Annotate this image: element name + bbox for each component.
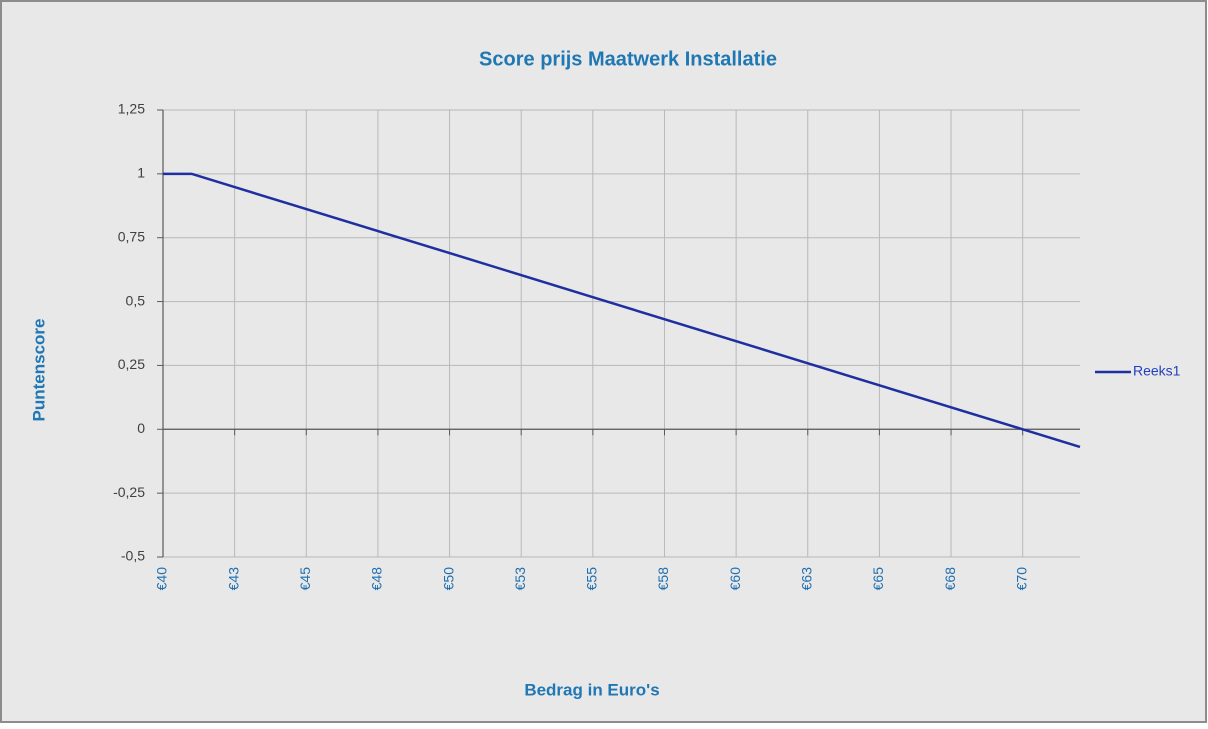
- x-tick-label: €53: [512, 567, 528, 591]
- x-tick-label: €58: [655, 567, 671, 591]
- y-tick-label: 0,75: [118, 228, 145, 244]
- x-tick-label: €63: [798, 567, 814, 591]
- y-tick-label: -0,5: [121, 548, 145, 564]
- x-tick-label: €45: [297, 567, 313, 591]
- y-tick-label: 0,25: [118, 356, 145, 372]
- x-tick-label: €60: [727, 567, 743, 591]
- x-tick-label: €48: [369, 567, 385, 591]
- x-tick-label: €55: [584, 567, 600, 591]
- x-tick-label: €43: [225, 567, 241, 591]
- x-axis-title: Bedrag in Euro's: [524, 680, 659, 699]
- series-line: [163, 172, 1081, 449]
- y-tick-label: 1: [137, 165, 145, 181]
- x-tick-label: €70: [1013, 567, 1029, 591]
- y-tick-label: -0,25: [113, 484, 145, 500]
- y-tick-label: 1,25: [118, 101, 145, 117]
- x-tick-label: €65: [870, 567, 886, 591]
- y-tick-label: 0: [137, 420, 145, 436]
- x-tick-label: €50: [440, 567, 456, 591]
- x-tick-label: €40: [154, 567, 170, 591]
- y-axis-title: Puntenscore: [29, 319, 48, 422]
- y-tick-label: 0,5: [126, 292, 146, 308]
- legend-label: Reeks1: [1133, 363, 1181, 379]
- x-tick-label: €68: [942, 567, 958, 591]
- chart-title: Score prijs Maatwerk Installatie: [479, 48, 777, 70]
